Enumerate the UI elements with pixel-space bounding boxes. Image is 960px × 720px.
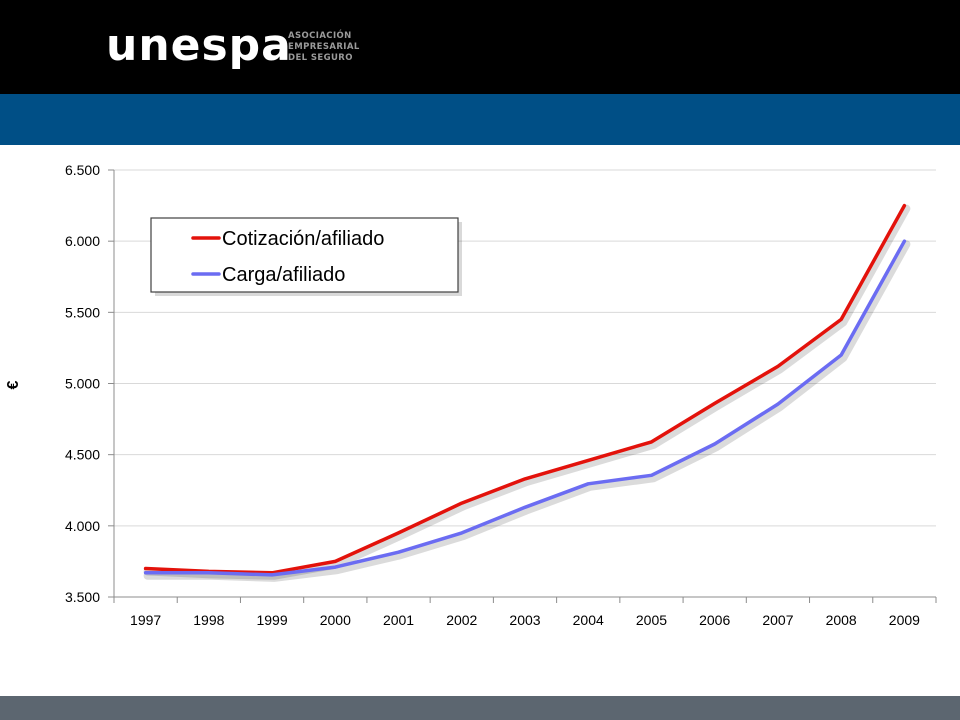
x-tick-label: 2006 [699, 612, 730, 628]
logo-line: DEL SEGURO [288, 53, 353, 63]
gridlines [114, 169, 936, 527]
x-tick-label: 2004 [573, 612, 604, 628]
legend-box [150, 217, 459, 293]
x-tick-label: 2005 [636, 612, 667, 628]
series-shadow [143, 240, 911, 582]
y-tick-label: 6.500 [65, 162, 100, 178]
x-tick-label: 2001 [383, 612, 414, 628]
logo-line: EMPRESARIAL [288, 42, 360, 52]
y-tick-label: 5.500 [65, 304, 100, 320]
footer-bar [0, 696, 960, 720]
title-band [0, 94, 960, 145]
x-tick-label: 1998 [193, 612, 224, 628]
chart-area: 3.500 4.000 4.500 5.000 5.500 6.000 6.500 1997 1… [0, 145, 960, 665]
line-chart: 3.500 4.000 4.500 5.000 5.500 6.000 6.500 1997 1… [5, 162, 937, 628]
header-bar: unespa ASOCIACIÓN EMPRESARIAL DEL SEGURO [0, 0, 960, 94]
y-axis-label: € [5, 380, 22, 389]
x-tick-label: 1999 [256, 612, 287, 628]
series-lines [143, 203, 911, 582]
x-tick-label: 2007 [762, 612, 793, 628]
x-tick-label: 1997 [130, 612, 161, 628]
y-tick-label: 3.500 [65, 589, 100, 605]
x-tick-label: 2003 [509, 612, 540, 628]
logo-wordmark: unespa [106, 20, 292, 71]
logo-line: ASOCIACIÓN [288, 31, 352, 41]
y-tick-label: 4.500 [65, 447, 100, 463]
x-tick-label: 2000 [320, 612, 351, 628]
y-tick-label: 4.000 [65, 518, 100, 534]
tick-labels: 3.500 4.000 4.500 5.000 5.500 6.000 6.500 1997 1… [65, 162, 920, 628]
legend-label: Carga/afiliado [222, 264, 345, 286]
cotizacion-series-line [143, 203, 907, 575]
axes [108, 169, 937, 603]
x-tick-label: 2009 [889, 612, 920, 628]
x-tick-label: 2008 [826, 612, 857, 628]
legend-label: Cotización/afiliado [222, 228, 384, 250]
logo-subtitle: ASOCIACIÓN EMPRESARIAL DEL SEGURO [288, 31, 360, 64]
y-tick-label: 6.000 [65, 233, 100, 249]
legend: Cotización/afiliado Carga/afiliado [150, 217, 462, 296]
carga-series-line [143, 239, 907, 577]
x-tick-label: 2002 [446, 612, 477, 628]
y-tick-label: 5.000 [65, 376, 100, 392]
